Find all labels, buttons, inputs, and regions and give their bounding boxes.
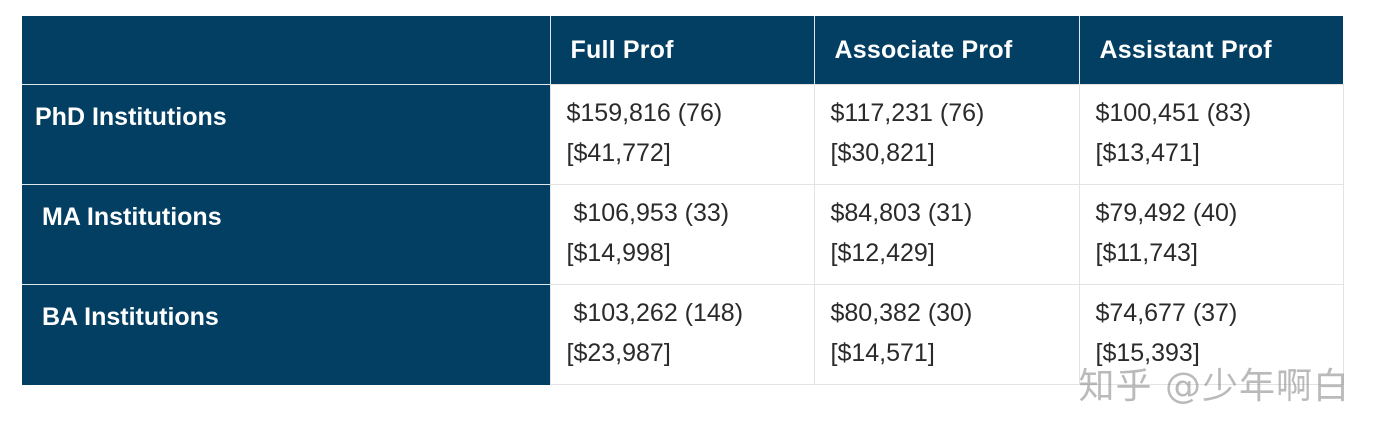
cell-sd: [$14,998] [566,239,671,267]
header-full-prof: Full Prof [550,16,815,85]
header-assistant-prof: Assistant Prof [1079,16,1343,85]
watermark-text: 知乎 @少年啊白 [1078,366,1350,407]
row-label-ba: BA Institutions [22,284,550,385]
cell-phd-assistant: $100,451 (83) [$13,471] [1078,84,1344,185]
cell-sd: [$13,471] [1095,139,1200,167]
cell-ba-full: $103,262 (148) [$23,987] [549,284,815,385]
table-row: BA Institutions $103,262 (148) [$23,987]… [22,284,1344,385]
header-corner [22,16,551,85]
cell-value: $84,803 (31) [830,199,973,227]
cell-value: $159,816 (76) [566,99,723,127]
cell-sd: [$11,743] [1095,239,1198,267]
cell-sd: [$12,429] [830,239,935,267]
table-row: PhD Institutions $159,816 (76) [$41,772]… [22,84,1344,185]
cell-sd: [$41,772] [566,139,671,167]
salary-table: Full Prof Associate Prof Assistant Prof … [22,16,1344,385]
cell-sd: [$14,571] [830,339,935,367]
salary-table-container: Full Prof Associate Prof Assistant Prof … [22,16,1344,385]
cell-phd-associate: $117,231 (76) [$30,821] [813,84,1080,185]
cell-value: $103,262 (148) [566,299,744,327]
cell-phd-full: $159,816 (76) [$41,772] [549,84,815,185]
cell-ma-assistant: $79,492 (40) [$11,743] [1078,184,1344,285]
cell-sd: [$15,393] [1095,339,1200,367]
cell-value: $106,953 (33) [566,199,730,227]
cell-value: $100,451 (83) [1095,99,1252,127]
header-row: Full Prof Associate Prof Assistant Prof [22,16,1343,85]
cell-value: $79,492 (40) [1095,199,1238,227]
cell-value: $80,382 (30) [830,299,973,327]
row-label-ma: MA Institutions [22,184,550,285]
table-row: MA Institutions $106,953 (33) [$14,998] … [22,184,1344,285]
cell-ba-assistant: $74,677 (37) [$15,393] [1078,284,1344,385]
cell-ba-associate: $80,382 (30) [$14,571] [813,284,1080,385]
cell-ma-full: $106,953 (33) [$14,998] [549,184,815,285]
row-label-phd: PhD Institutions [22,84,550,185]
cell-value: $117,231 (76) [830,99,985,127]
cell-sd: [$30,821] [830,139,935,167]
cell-value: $74,677 (37) [1095,299,1238,327]
cell-sd: [$23,987] [566,339,671,367]
cell-ma-associate: $84,803 (31) [$12,429] [813,184,1080,285]
header-associate-prof: Associate Prof [814,16,1080,85]
